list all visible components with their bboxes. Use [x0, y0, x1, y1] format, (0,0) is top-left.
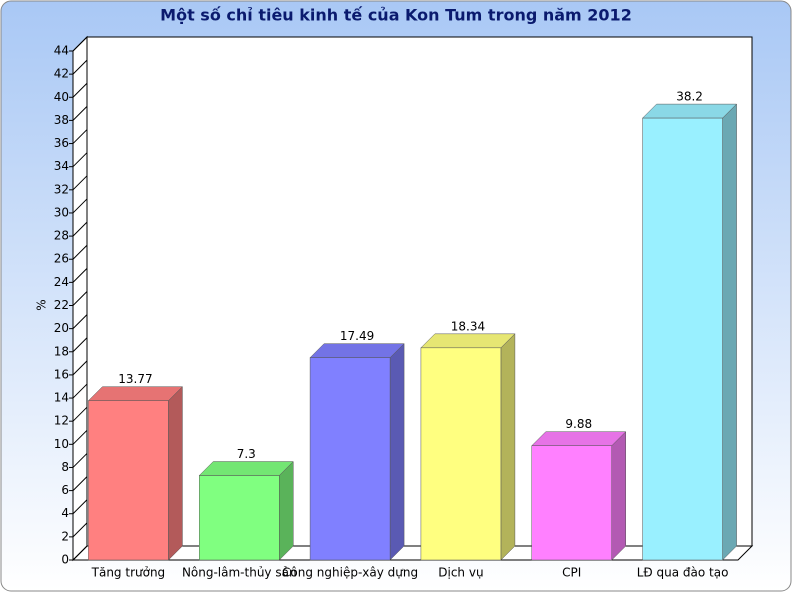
- y-tick-label: 20: [54, 321, 69, 335]
- y-tick-label: 0: [61, 553, 69, 567]
- y-tick-label: 40: [54, 90, 69, 104]
- value-label: 7.3: [237, 447, 256, 461]
- y-tick-label: 28: [54, 229, 69, 243]
- bar-side: [611, 431, 626, 561]
- y-tick-label: 42: [54, 67, 69, 81]
- value-label: 17.49: [340, 329, 374, 343]
- wall-tick: [72, 291, 88, 306]
- bar-side: [389, 343, 405, 561]
- wall-tick: [72, 453, 88, 468]
- x-tick-label: Công nghiệp-xây dựng: [282, 566, 418, 580]
- bar-top: [641, 103, 738, 119]
- value-label: 9.88: [565, 417, 592, 431]
- wall-tick: [72, 129, 88, 144]
- wall-tick: [72, 268, 88, 283]
- wall-tick: [72, 429, 88, 445]
- bar: [420, 347, 502, 561]
- value-label: 18.34: [451, 319, 485, 333]
- y-tick-label: 6: [61, 483, 69, 497]
- x-tick-label: Dịch vụ: [438, 566, 483, 580]
- y-tick-label: 4: [61, 506, 69, 520]
- bar-side: [722, 103, 737, 561]
- y-axis-label: %: [35, 299, 49, 310]
- wall-tick: [72, 198, 88, 214]
- wall-tick: [72, 383, 88, 399]
- bar: [309, 357, 391, 561]
- y-tick-label: 12: [54, 414, 69, 428]
- x-tick-label: LĐ qua đào tạo: [637, 566, 729, 580]
- y-tick-label: 26: [54, 252, 69, 266]
- bar-top: [531, 431, 627, 446]
- y-tick-label: 22: [54, 298, 69, 312]
- y-tick-label: 38: [54, 113, 69, 127]
- bar: [642, 117, 723, 561]
- bar: [531, 445, 612, 561]
- bar-side: [279, 460, 294, 561]
- wall-tick: [72, 360, 88, 376]
- value-label: 13.77: [118, 372, 152, 386]
- wall-tick: [72, 175, 88, 191]
- wall-tick: [72, 476, 88, 491]
- x-tick-label: Tăng trưởng: [91, 566, 166, 580]
- bar-side: [500, 333, 516, 561]
- bar-top: [420, 333, 516, 349]
- bar-top: [198, 461, 294, 476]
- wall-tick: [72, 337, 88, 353]
- bar-side: [168, 386, 183, 561]
- wall-tick: [72, 406, 88, 422]
- x-tick-label: CPI: [562, 566, 581, 580]
- y-tick-label: 10: [54, 437, 69, 451]
- wall-tick: [72, 522, 88, 538]
- chart-title: Một số chỉ tiêu kinh tế của Kon Tum tron…: [160, 6, 632, 25]
- y-tick-label: 24: [54, 275, 69, 289]
- y-tick-label: 8: [61, 460, 69, 474]
- y-tick-label: 44: [54, 44, 69, 58]
- bar: [88, 400, 169, 561]
- y-tick-label: 16: [54, 367, 69, 381]
- y-tick-label: 14: [54, 391, 69, 405]
- bar-top: [87, 386, 184, 401]
- wall-tick: [72, 82, 88, 98]
- x-tick-label: Nông-lâm-thủy sản: [182, 566, 297, 580]
- y-tick-label: 34: [54, 159, 69, 173]
- wall-tick: [72, 59, 88, 75]
- bar: [199, 475, 280, 561]
- wall-tick: [72, 221, 88, 237]
- wall-tick: [72, 106, 88, 121]
- wall-tick: [72, 314, 88, 329]
- wall-tick: [72, 36, 88, 52]
- y-tick-label: 36: [54, 136, 69, 150]
- y-tick-label: 2: [61, 529, 69, 543]
- wall-tick: [72, 545, 88, 561]
- y-tick-label: 18: [54, 344, 69, 358]
- back-wall: [86, 36, 753, 547]
- y-tick-label: 30: [54, 205, 69, 219]
- bar-top: [309, 343, 405, 358]
- value-label: 38.2: [676, 90, 703, 104]
- wall-tick: [72, 499, 88, 515]
- wall-tick: [72, 152, 88, 168]
- wall-tick: [72, 244, 88, 260]
- y-tick-label: 32: [54, 182, 69, 196]
